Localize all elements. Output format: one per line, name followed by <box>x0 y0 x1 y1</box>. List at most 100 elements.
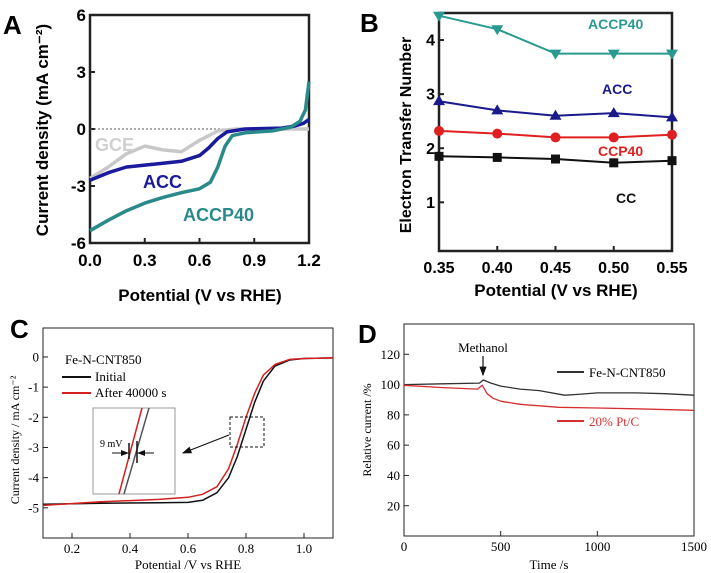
data-point-acc <box>433 95 445 106</box>
series-label-ccp40: CCP40 <box>598 143 643 159</box>
series-line-initial <box>42 357 334 505</box>
panel-letter-d: D <box>358 319 377 349</box>
x-tick-label-b: 0.50 <box>598 260 629 277</box>
data-point-ccp40 <box>550 132 561 143</box>
y-tick-label-c: -3 <box>28 440 39 455</box>
x-tick-label-d: 1500 <box>681 539 707 554</box>
y-axis-label-d: Relative current /% <box>360 383 374 476</box>
legend-label-initial: Initial <box>95 369 126 384</box>
panel-c: C 0.2 0.4 0.6 0.8 1.0 0 -1 -2 -3 -4 -5 Current den… <box>8 314 334 572</box>
x-tick-label-c: 1.0 <box>296 541 312 556</box>
data-point-acc <box>491 104 504 115</box>
y-tick-label-d: 100 <box>381 377 401 392</box>
data-point-accp40 <box>549 49 562 60</box>
legend-title-c: Fe-N-CNT850 <box>65 352 142 367</box>
panel-d: D 0 500 1000 1500 20 40 60 80 100 120 Relative cu… <box>358 319 707 572</box>
panel-b: B 0.35 0.40 0.45 0.50 0.55 1 2 3 4 Electron Tran… <box>360 8 688 300</box>
data-point-ccp40 <box>434 125 444 136</box>
data-point-ccp40 <box>608 132 619 143</box>
legend-label-fe-n-cnt850: Fe-N-CNT850 <box>589 365 666 380</box>
x-tick-label-b: 0.55 <box>656 260 687 277</box>
y-tick-label-c: -5 <box>28 500 39 515</box>
x-tick-label-a: 0.0 <box>78 251 102 270</box>
panel-letter-b: B <box>360 8 379 38</box>
plot-b: 0.35 0.40 0.45 0.50 0.55 1 2 3 4 <box>423 11 688 277</box>
data-point-accp40 <box>607 49 620 60</box>
x-tick-label-b: 0.35 <box>423 260 454 277</box>
x-tick-label-d: 0 <box>401 539 408 554</box>
plot-c: 0.2 0.4 0.6 0.8 1.0 0 -1 -2 -3 -4 -5 <box>28 327 334 556</box>
x-axis-label-a: Potential (V vs RHE) <box>118 286 281 305</box>
x-axis-label-b: Potential (V vs RHE) <box>474 281 637 300</box>
data-point-accp40 <box>433 11 445 22</box>
legend-label-after: After 40000 s <box>95 385 167 400</box>
series-label-cc: CC <box>616 190 636 206</box>
y-tick-label-a: 3 <box>77 63 86 82</box>
series-line-20-pt-c <box>403 384 695 411</box>
data-point-cc <box>551 154 560 164</box>
methanol-annotation: Methanol <box>458 340 508 355</box>
y-tick-label-c: -1 <box>28 380 39 395</box>
x-tick-label-b: 0.45 <box>540 260 571 277</box>
y-tick-label-d: 40 <box>387 468 400 483</box>
series-label-accp40: ACCP40 <box>588 16 643 32</box>
plot-d: 0 500 1000 1500 20 40 60 80 100 120 <box>381 323 707 554</box>
x-tick-label-c: 0.8 <box>238 541 254 556</box>
series-label-acc: ACC <box>602 81 632 97</box>
y-tick-label-a: 6 <box>77 6 86 25</box>
x-tick-label-a: 0.3 <box>133 251 157 270</box>
y-tick-label-d: 120 <box>381 347 401 362</box>
zoom-arrow <box>181 434 230 454</box>
inset-annotation: 9 mV <box>100 439 123 450</box>
y-axis-label-a: Current density (mA cm⁻²) <box>33 24 52 236</box>
y-tick-label-b: 1 <box>426 195 435 212</box>
x-tick-label-a: 1.2 <box>297 251 321 270</box>
y-tick-label-a: -3 <box>71 177 86 196</box>
y-tick-label-c: -2 <box>28 410 39 425</box>
x-tick-label-d: 1000 <box>584 539 610 554</box>
y-tick-label-b: 4 <box>426 33 435 50</box>
inset-curve-after <box>118 407 143 495</box>
series-line-after-40000-s <box>42 357 334 507</box>
x-tick-label-b: 0.40 <box>482 260 513 277</box>
series-label-gce: GCE <box>95 135 134 155</box>
data-point-cc <box>609 158 619 168</box>
x-tick-label-c: 0.6 <box>180 541 197 556</box>
series-line-accp40 <box>89 81 311 233</box>
x-tick-label-a: 0.9 <box>242 251 266 270</box>
y-tick-label-b: 3 <box>426 87 435 104</box>
y-tick-label-b: 2 <box>426 141 435 158</box>
x-axis-label-c: Potential /V vs RHE <box>135 557 241 572</box>
series-label-accp40: ACCP40 <box>183 205 254 225</box>
y-tick-label-d: 60 <box>387 438 400 453</box>
zoom-inset <box>92 407 176 495</box>
zoom-region-box <box>229 416 265 448</box>
data-point-cc <box>434 151 444 161</box>
plot-frame-d <box>403 323 695 537</box>
y-axis-label-b: Electron Transfer Number <box>398 37 415 234</box>
x-tick-label-a: 0.6 <box>188 251 212 270</box>
data-point-ccp40 <box>492 128 503 139</box>
x-tick-label-d: 500 <box>491 539 511 554</box>
panel-a: A 0.0 0.3 0.6 0.9 1.2 -6 -3 0 3 6 Current density… <box>3 6 321 305</box>
y-tick-label-d: 20 <box>387 498 400 513</box>
legend-label-pt-c: 20% Pt/C <box>589 414 639 429</box>
series-label-acc: ACC <box>143 172 182 192</box>
data-point-ccp40 <box>667 129 677 140</box>
x-tick-label-c: 0.4 <box>122 541 139 556</box>
data-point-accp40 <box>666 49 678 60</box>
panel-letter-a: A <box>3 10 22 40</box>
data-point-acc <box>607 107 620 118</box>
plot-a: 0.0 0.3 0.6 0.9 1.2 -6 -3 0 3 6 <box>71 6 321 270</box>
data-point-acc <box>549 109 562 120</box>
panel-letter-c: C <box>10 314 29 344</box>
y-tick-label-a: -6 <box>71 234 86 253</box>
y-tick-label-c: 0 <box>33 350 40 365</box>
data-point-cc <box>492 152 502 162</box>
x-tick-label-c: 0.2 <box>64 541 80 556</box>
y-axis-label-c: Current density / mA cm⁻² <box>8 375 22 504</box>
y-tick-label-c: -4 <box>28 470 39 485</box>
y-tick-label-a: 0 <box>77 120 86 139</box>
y-tick-label-d: 80 <box>387 407 400 422</box>
